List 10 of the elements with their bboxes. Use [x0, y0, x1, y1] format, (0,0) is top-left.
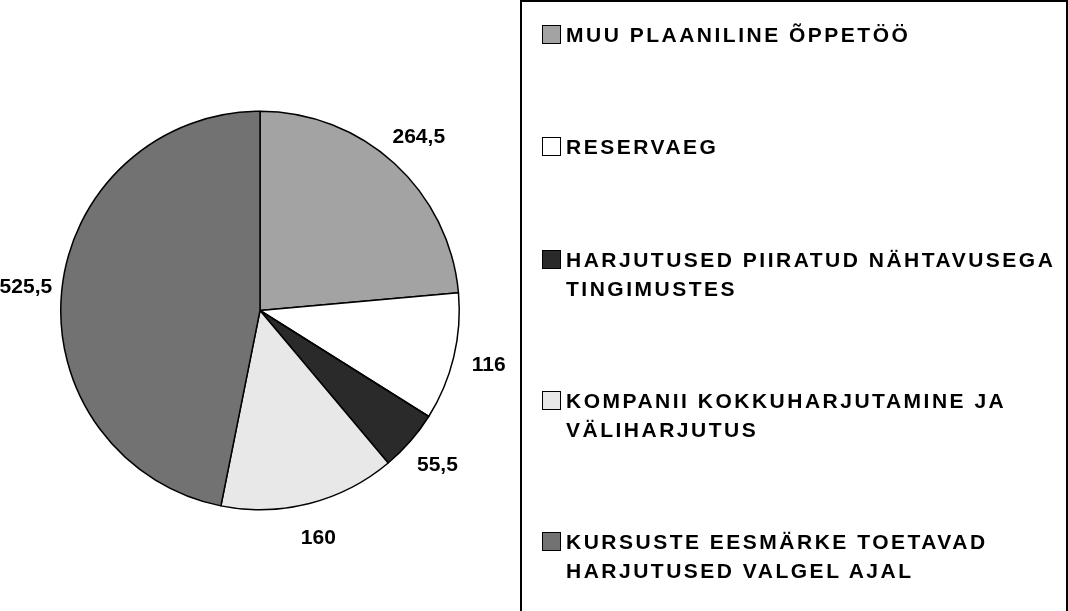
legend-label: HARJUTUSED PIIRATUD NÄHTAVUSEGA TINGIMUSTES [566, 246, 1056, 302]
legend-label: KOMPANII KOKKUHARJUTAMINE JA VÄLIHARJUTUS [566, 387, 1007, 443]
data-label: 116 [471, 352, 506, 376]
data-label: 525,5 [0, 274, 53, 298]
data-label: 160 [300, 525, 336, 549]
data-label: 264,5 [392, 123, 446, 147]
legend-label: KURSUSTE EESMÄRKE TOETAVAD HARJUTUSED VALGEL AJAL [566, 529, 989, 584]
legend-label: MUU PLAANILINE ÕPPETÖÖ [566, 22, 911, 48]
legend-label: RESERVAEG [566, 134, 719, 161]
data-label: 55,5 [416, 451, 459, 475]
